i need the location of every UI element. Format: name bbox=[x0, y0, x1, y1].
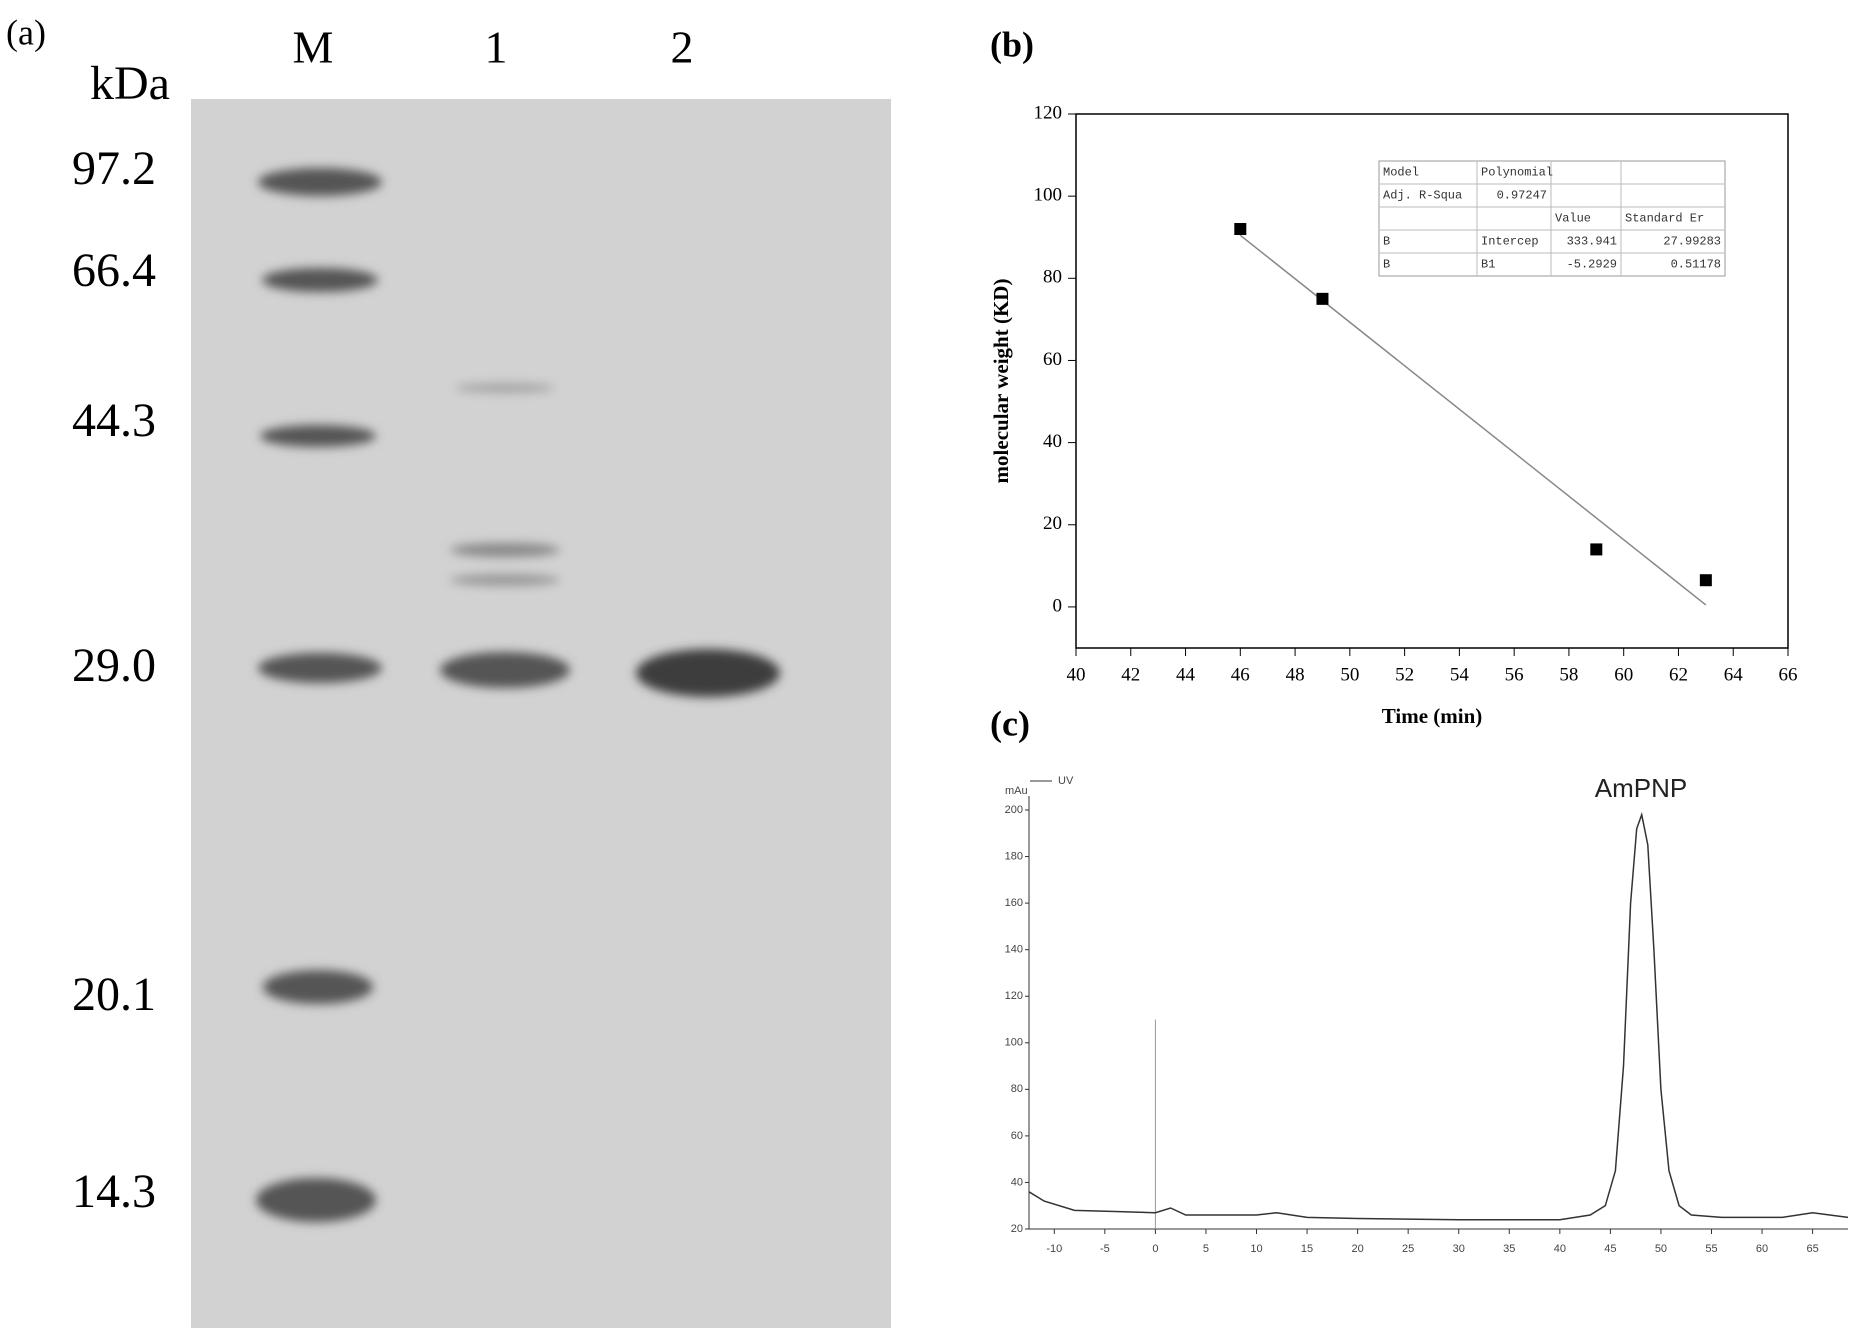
table-cell: 0.97247 bbox=[1497, 189, 1547, 203]
x-tick-label: -10 bbox=[1046, 1243, 1062, 1255]
table-cell: B bbox=[1383, 258, 1390, 272]
y-tick-label: 40 bbox=[1043, 431, 1062, 452]
x-tick-label: 35 bbox=[1503, 1243, 1515, 1255]
y-tick-label: 40 bbox=[1011, 1176, 1023, 1188]
y-tick-label: 160 bbox=[1005, 897, 1023, 909]
table-cell: Intercep bbox=[1481, 235, 1539, 249]
table-cell: Value bbox=[1555, 212, 1591, 226]
panel-label: (c) bbox=[990, 703, 1030, 743]
marker-label: 29.0 bbox=[72, 639, 156, 692]
y-tick-label: 60 bbox=[1043, 349, 1062, 370]
table-cell: 333.941 bbox=[1567, 235, 1617, 249]
x-tick-label: 45 bbox=[1604, 1243, 1616, 1255]
lane-label: M bbox=[293, 22, 334, 73]
legend-label: UV bbox=[1058, 775, 1074, 787]
marker-label: 20.1 bbox=[72, 968, 156, 1021]
x-tick-label: 64 bbox=[1724, 664, 1744, 685]
x-tick-label: 0 bbox=[1152, 1243, 1158, 1255]
table-cell: 0.51178 bbox=[1671, 258, 1721, 272]
y-tick-label: 80 bbox=[1043, 267, 1062, 288]
x-tick-label: 54 bbox=[1450, 664, 1470, 685]
data-point bbox=[1699, 574, 1712, 587]
x-tick-label: 56 bbox=[1505, 664, 1524, 685]
y-tick-label: 60 bbox=[1011, 1130, 1023, 1142]
table-cell: -5.2929 bbox=[1567, 258, 1617, 272]
gel-bands bbox=[256, 168, 780, 1222]
marker-label: 97.2 bbox=[72, 142, 156, 195]
x-tick-label: 25 bbox=[1402, 1243, 1414, 1255]
x-tick-label: 20 bbox=[1351, 1243, 1363, 1255]
x-tick-label: 52 bbox=[1395, 664, 1414, 685]
y-tick-label: 200 bbox=[1005, 804, 1023, 816]
marker-label: 44.3 bbox=[72, 394, 156, 447]
x-tick-label: 55 bbox=[1705, 1243, 1717, 1255]
x-tick-label: 58 bbox=[1559, 664, 1578, 685]
y-tick-label: 120 bbox=[1005, 990, 1023, 1002]
fit-line bbox=[1239, 234, 1707, 606]
table-cell: 27.99283 bbox=[1663, 235, 1721, 249]
y-tick-label: 180 bbox=[1005, 850, 1023, 862]
fit-table bbox=[1378, 160, 1726, 277]
peak-annotation: AmPNP bbox=[1595, 773, 1687, 803]
x-tick-label: 50 bbox=[1340, 664, 1359, 685]
x-tick-label: 62 bbox=[1669, 664, 1688, 685]
x-tick-label: 50 bbox=[1655, 1243, 1667, 1255]
x-axis-title: Time (min) bbox=[1382, 704, 1483, 728]
marker-label: 66.4 bbox=[72, 244, 156, 297]
table-cell: Adj. R-Squa bbox=[1383, 189, 1462, 203]
x-tick-label: 30 bbox=[1453, 1243, 1465, 1255]
unit-label: kDa bbox=[90, 57, 170, 110]
plot-frame bbox=[1075, 113, 1789, 649]
data-point bbox=[1590, 543, 1603, 556]
x-tick-label: 66 bbox=[1779, 664, 1798, 685]
x-tick-label: 46 bbox=[1231, 664, 1250, 685]
panel-label: (a) bbox=[6, 12, 46, 52]
x-tick-label: 60 bbox=[1614, 664, 1633, 685]
y-tick-label: 120 bbox=[1034, 102, 1063, 123]
y-tick-label: 80 bbox=[1011, 1083, 1023, 1095]
lane-label: 1 bbox=[485, 22, 508, 73]
x-tick-label: 5 bbox=[1203, 1243, 1209, 1255]
table-cell: B1 bbox=[1481, 258, 1495, 272]
x-tick-label: 15 bbox=[1301, 1243, 1313, 1255]
x-tick-label: 42 bbox=[1121, 664, 1140, 685]
y-tick-label: 0 bbox=[1053, 595, 1063, 616]
x-tick-label: -5 bbox=[1100, 1243, 1110, 1255]
data-point bbox=[1234, 223, 1247, 236]
chromatogram-line bbox=[1028, 811, 1849, 1221]
gel-image bbox=[191, 99, 891, 1328]
y-tick-label: 100 bbox=[1005, 1037, 1023, 1049]
y-tick-label: 20 bbox=[1043, 513, 1062, 534]
table-cell: Standard Er bbox=[1625, 212, 1704, 226]
x-tick-label: 40 bbox=[1554, 1243, 1566, 1255]
lane-label: 2 bbox=[671, 22, 694, 73]
marker-label: 14.3 bbox=[72, 1165, 156, 1218]
x-tick-label: 40 bbox=[1067, 664, 1086, 685]
y-axis-title: molecular weight (KD) bbox=[989, 279, 1013, 484]
table-cell: B bbox=[1383, 235, 1390, 249]
x-tick-label: 44 bbox=[1176, 664, 1196, 685]
y-tick-label: 20 bbox=[1011, 1223, 1023, 1235]
panel-label: (b) bbox=[990, 24, 1034, 64]
x-tick-label: 60 bbox=[1756, 1243, 1768, 1255]
y-axis-title: mAu bbox=[1005, 785, 1028, 797]
x-tick-label: 65 bbox=[1806, 1243, 1818, 1255]
table-cell: Polynomial bbox=[1481, 166, 1553, 180]
y-tick-label: 140 bbox=[1005, 944, 1023, 956]
table-cell: Model bbox=[1383, 166, 1419, 180]
y-tick-label: 100 bbox=[1034, 185, 1063, 206]
x-tick-label: 48 bbox=[1286, 664, 1305, 685]
x-tick-label: 10 bbox=[1250, 1243, 1262, 1255]
data-point bbox=[1316, 292, 1329, 305]
